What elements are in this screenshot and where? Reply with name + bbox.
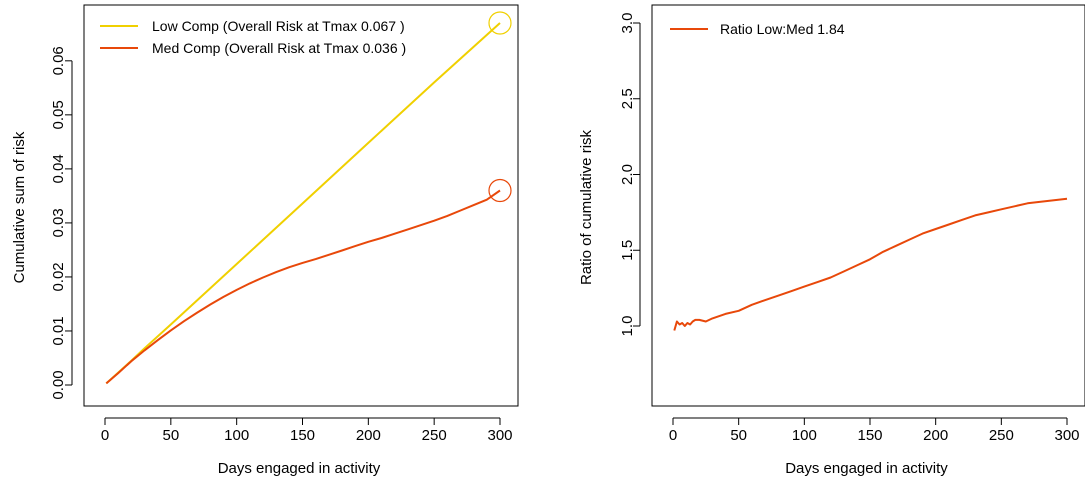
- x-tick-label: 200: [923, 427, 948, 444]
- risk-ratio-panel: 0 50 100 150 200 250 300 1.0 1.5 2.0 2.5 3.0 Days …: [578, 4, 1085, 477]
- series-layer: [105, 11, 512, 385]
- y-tick-label: 0.03: [50, 208, 67, 237]
- cumulative-risk-panel: 0 50 100 150 200 250 300 0.000.010.020.030.040…: [11, 4, 519, 477]
- x-tick-label: 100: [792, 427, 817, 444]
- x-tick-label: 0: [669, 427, 677, 444]
- y-tick-label: 1.0: [619, 316, 636, 337]
- x-tick-label: 200: [356, 427, 381, 444]
- y-tick-label: 0.04: [50, 154, 67, 183]
- y-tick-label: 0.02: [50, 262, 67, 291]
- x-axis-title: Days engaged in activity: [785, 460, 948, 477]
- legend-label-ratio: Ratio Low:Med 1.84: [720, 21, 845, 37]
- x-tick-label: 300: [487, 427, 512, 444]
- x-axis: 0 50 100 150 200 250 300: [669, 417, 1080, 444]
- legend: Low Comp (Overall Risk at Tmax 0.067 ) M…: [100, 18, 406, 56]
- y-axis-title: Ratio of cumulative risk: [578, 129, 595, 285]
- x-tick-label: 250: [989, 427, 1014, 444]
- x-tick-label: 50: [162, 427, 179, 444]
- series-line-0: [673, 197, 1068, 331]
- legend-label-med-comp: Med Comp (Overall Risk at Tmax 0.036 ): [152, 40, 406, 56]
- endpoint-circle-0: [488, 11, 512, 35]
- x-tick-label: 0: [101, 427, 109, 444]
- plot-frame: [83, 4, 519, 407]
- x-tick-label: 250: [422, 427, 447, 444]
- x-tick-label: 300: [1054, 427, 1079, 444]
- legend-label-low-comp: Low Comp (Overall Risk at Tmax 0.067 ): [152, 18, 405, 34]
- x-axis: 0 50 100 150 200 250 300: [101, 417, 513, 444]
- legend: Ratio Low:Med 1.84: [670, 21, 845, 37]
- endpoint-circle-1: [488, 178, 512, 203]
- y-tick-label: 0.00: [50, 370, 67, 399]
- series-line-0: [105, 22, 501, 385]
- y-axis: 1.0 1.5 2.0 2.5 3.0: [619, 13, 641, 337]
- y-tick-label: 2.5: [619, 88, 636, 109]
- y-tick-label: 0.06: [50, 46, 67, 75]
- series-layer: [673, 197, 1068, 331]
- y-tick-label: 0.05: [50, 100, 67, 129]
- series-line-1: [105, 189, 501, 385]
- plot-frame: [651, 4, 1085, 407]
- x-axis-title: Days engaged in activity: [218, 460, 381, 477]
- y-axis-title: Cumulative sum of risk: [11, 131, 28, 283]
- y-tick-label: 3.0: [619, 13, 636, 34]
- x-tick-label: 100: [224, 427, 249, 444]
- x-tick-label: 150: [857, 427, 882, 444]
- y-axis: 0.00 0.01 0.02 0.03 0.04 0.05 0.06: [50, 46, 73, 400]
- x-tick-label: 50: [730, 427, 747, 444]
- y-tick-label: 0.01: [50, 316, 67, 345]
- y-tick-label: 1.5: [619, 240, 636, 261]
- y-tick-label: 2.0: [619, 164, 636, 185]
- x-tick-label: 150: [290, 427, 315, 444]
